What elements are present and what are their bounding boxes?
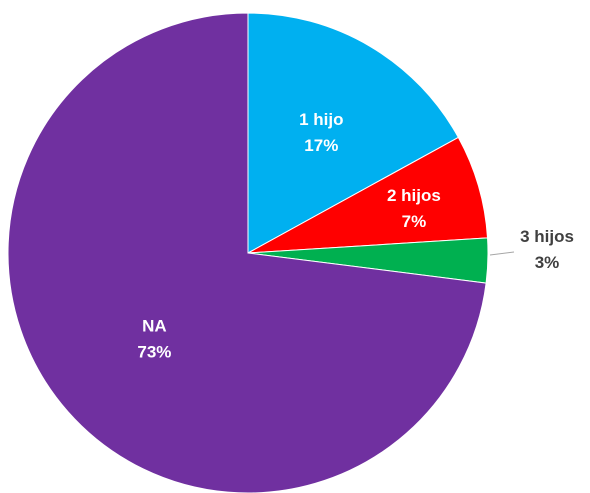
slice-value-label: 17%	[304, 136, 338, 155]
data-label: 2 hijos 7%	[387, 186, 441, 231]
data-labels: 1 hijo 17% 2 hijos 7% 3 hijos 3% NA 73%	[137, 110, 574, 361]
leader-line	[489, 251, 515, 256]
pie-slice-1-hijo	[247, 12, 459, 254]
slice-category-label: NA	[142, 317, 167, 336]
pie-slice-na	[7, 12, 487, 493]
slice-category-label: 3 hijos	[520, 227, 574, 246]
data-label: NA 73%	[137, 317, 171, 362]
slice-category-label: 2 hijos	[387, 186, 441, 205]
pie-slice-2-hijos	[247, 136, 489, 254]
slice-category-label: 1 hijo	[299, 110, 343, 129]
slice-value-label: 3%	[535, 253, 560, 272]
slice-value-label: 73%	[137, 343, 171, 362]
pie-slices	[7, 12, 489, 493]
slice-value-label: 7%	[402, 212, 427, 231]
data-label: 3 hijos 3%	[520, 227, 574, 272]
data-label: 1 hijo 17%	[299, 110, 343, 155]
leader-lines	[489, 251, 515, 256]
